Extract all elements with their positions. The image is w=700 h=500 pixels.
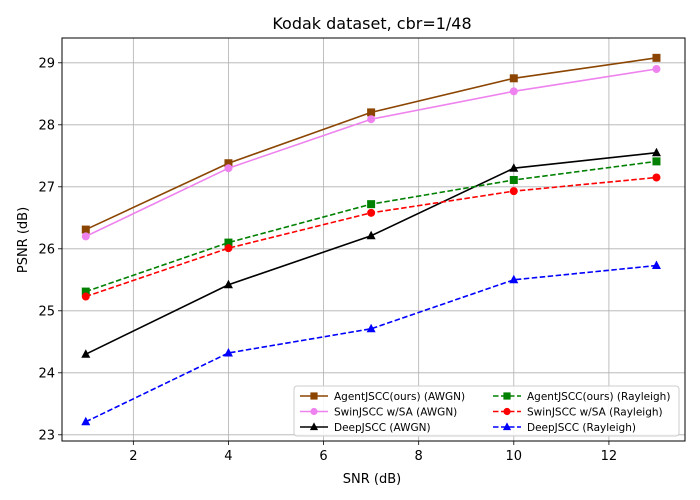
legend-label: SwinJSCC w/SA (Rayleigh) [527, 406, 663, 418]
x-tick-label: 10 [506, 449, 523, 464]
series-6 [81, 260, 661, 426]
legend-marker [502, 422, 512, 431]
y-tick-label: 25 [38, 304, 55, 319]
legend: AgentJSCC(ours) (AWGN) SwinJSCC w/SA (AWG… [293, 385, 680, 437]
data-point [652, 157, 661, 166]
data-point [509, 274, 519, 284]
data-point [509, 163, 519, 172]
data-point [509, 187, 518, 196]
data-point [651, 260, 661, 270]
chart-title: Kodak dataset, cbr=1/48 [272, 14, 471, 33]
series-line [85, 160, 657, 293]
legend-entry: DeepJSCC (Rayleigh) [493, 422, 636, 434]
data-point [81, 349, 91, 358]
legend-entry: DeepJSCC (AWGN) [300, 422, 431, 434]
x-tick-label: 6 [319, 449, 327, 464]
y-tick-label: 28 [38, 118, 55, 133]
x-axis-label: SNR (dB) [343, 472, 401, 487]
y-axis-label: PSNR (dB) [16, 207, 31, 273]
legend-box [293, 385, 680, 437]
legend-label: AgentJSCC(ours) (AWGN) [334, 391, 465, 403]
legend-label: DeepJSCC (AWGN) [334, 422, 431, 434]
y-tick-label: 26 [38, 242, 55, 257]
x-tick-label: 8 [415, 449, 423, 464]
legend-entry: AgentJSCC(ours) (AWGN) [300, 391, 465, 403]
legend-label: DeepJSCC (Rayleigh) [527, 422, 636, 434]
series-4 [81, 157, 661, 296]
legend-marker [503, 392, 511, 400]
series-5 [81, 173, 661, 301]
legend-label: SwinJSCC w/SA (AWGN) [334, 406, 457, 418]
y-tick-label: 23 [38, 428, 55, 443]
series-1 [81, 53, 661, 234]
data-point [367, 115, 376, 124]
legend-marker [310, 392, 318, 400]
data-point [367, 208, 376, 217]
y-tick-label: 24 [38, 366, 55, 381]
data-point [224, 244, 233, 253]
data-point [367, 200, 376, 209]
data-point [367, 108, 376, 117]
data-point [224, 159, 233, 168]
data-point [509, 87, 518, 96]
data-point [509, 175, 518, 184]
x-tick-label: 12 [601, 449, 618, 464]
data-point [224, 238, 233, 247]
data-point [81, 292, 90, 301]
data-point [652, 53, 661, 62]
data-point [366, 323, 376, 333]
legend-entry: AgentJSCC(ours) (Rayleigh) [493, 391, 670, 403]
plot-area-frame [61, 37, 686, 442]
data-point [366, 230, 376, 240]
data-point [81, 225, 90, 234]
legend-entry: SwinJSCC w/SA (AWGN) [300, 406, 457, 418]
series-3 [81, 147, 661, 358]
data-point [81, 416, 91, 426]
data-point [223, 347, 233, 357]
legend-marker [310, 407, 318, 416]
legend-marker [309, 422, 319, 431]
series-line [85, 264, 657, 423]
y-tick-label: 27 [38, 180, 55, 195]
grid [62, 38, 685, 441]
data-point [223, 279, 233, 289]
data-point [509, 74, 518, 83]
series-layer [81, 53, 661, 426]
data-point [651, 147, 661, 157]
legend-label: AgentJSCC(ours) (Rayleigh) [527, 391, 670, 403]
y-tick-label: 29 [38, 56, 55, 71]
x-tick-label: 4 [224, 449, 232, 464]
data-point [652, 173, 661, 182]
data-point [81, 287, 90, 296]
legend-entry: SwinJSCC w/SA (Rayleigh) [493, 406, 663, 418]
x-tick-label: 2 [129, 449, 137, 464]
data-point [224, 164, 233, 173]
series-2 [81, 65, 661, 241]
legend-marker [503, 407, 511, 416]
data-point [652, 65, 661, 73]
data-point [81, 232, 90, 241]
